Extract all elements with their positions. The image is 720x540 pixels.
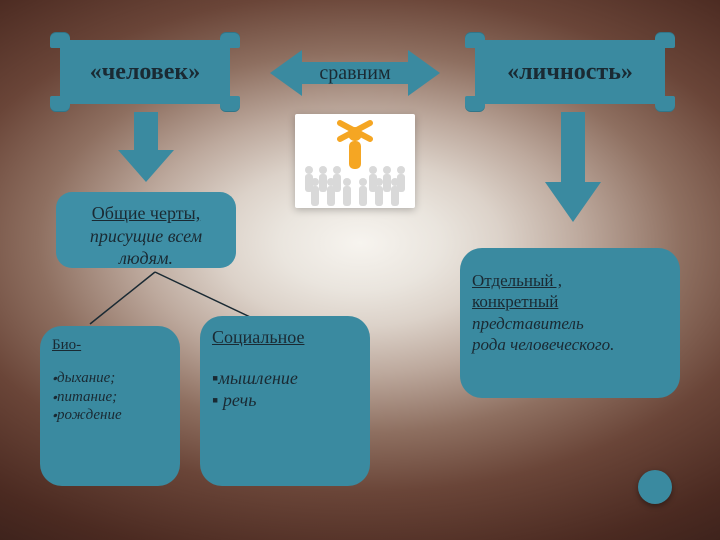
right-line3: представитель: [472, 313, 668, 334]
slide: «человек» «личность» сравним: [0, 0, 720, 540]
arrow-down-icon: [545, 112, 601, 222]
left-summary-line1: Общие черты,: [92, 203, 200, 223]
bio-item-1: 🞄питание;: [52, 388, 168, 407]
bio-item-2: 🞄рождение: [52, 406, 168, 425]
right-line1: Отдельный ,: [472, 271, 562, 290]
arrow-down-right: [545, 112, 601, 222]
arrow-down-icon: [118, 112, 174, 182]
social-item-0: ▪мышление: [212, 367, 358, 390]
left-summary-box: Общие черты, присущие всем людям.: [56, 192, 236, 268]
right-line2: конкретный: [472, 292, 558, 311]
banner-personality-text: «личность»: [507, 59, 633, 86]
crowd-leader-icon: [295, 114, 415, 208]
right-box: Отдельный , конкретный представитель род…: [460, 248, 680, 398]
bio-box: Био- 🞄дыхание; 🞄питание; 🞄рождение: [40, 326, 180, 486]
right-line4: рода человеческого.: [472, 334, 668, 355]
center-illustration: [295, 114, 415, 208]
compare-label: сравним: [319, 62, 390, 85]
social-item-1: ▪ речь: [212, 389, 358, 412]
social-title: Социальное: [212, 326, 358, 349]
bio-title: Био-: [52, 336, 168, 355]
banner-human: «человек»: [60, 40, 230, 104]
banner-personality: «личность»: [475, 40, 665, 104]
banner-human-text: «человек»: [90, 59, 201, 86]
arrow-down-left: [118, 112, 174, 182]
left-summary-line2: присущие всем людям.: [68, 225, 224, 270]
compare-arrow: сравним: [270, 48, 440, 98]
social-box: Социальное ▪мышление ▪ речь: [200, 316, 370, 486]
bio-item-0: 🞄дыхание;: [52, 369, 168, 388]
accent-circle: [638, 470, 672, 504]
